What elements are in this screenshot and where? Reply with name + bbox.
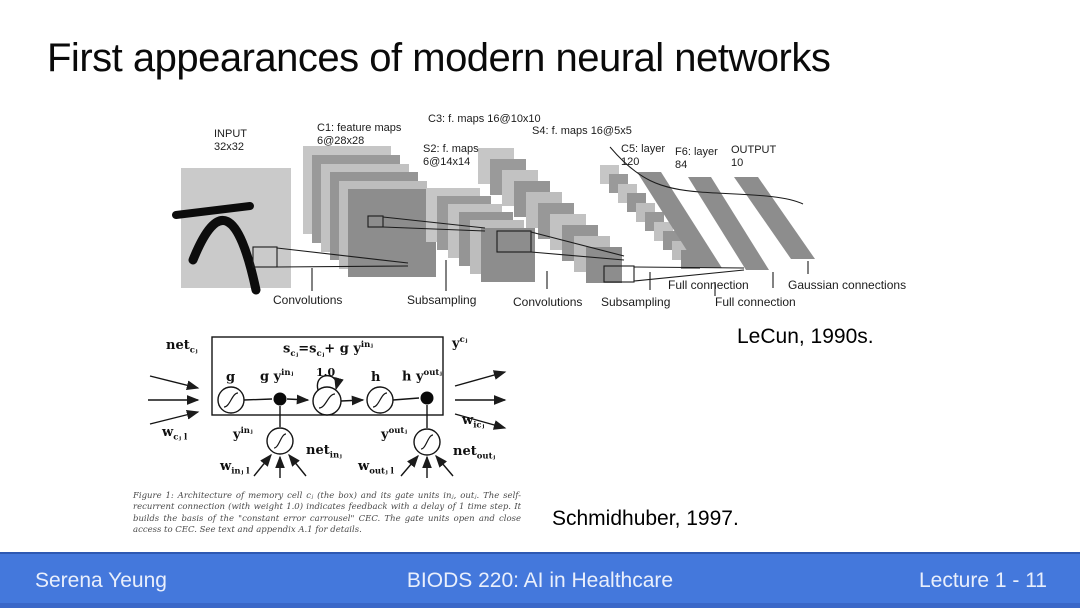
footer-bar: Serena Yeung BIODS 220: AI in Healthcare… xyxy=(0,552,1080,608)
lenet-label-c1: C1: feature maps 6@28x28 xyxy=(317,122,402,148)
lenet-label-s2: S2: f. maps 6@14x14 xyxy=(423,143,479,169)
lstm-label-net-in: netinⱼ xyxy=(306,443,342,461)
lenet-label-f6: F6: layer 84 xyxy=(675,146,718,172)
lstm-label-y-out: youtⱼ xyxy=(381,426,408,443)
lenet-label-input: INPUT 32x32 xyxy=(214,128,247,154)
lenet-receptive-fields xyxy=(252,215,745,283)
lstm-label-net-out: netoutⱼ xyxy=(453,444,496,462)
lenet-label-c5: C5: layer 120 xyxy=(621,143,666,169)
footer-course: BIODS 220: AI in Healthcare xyxy=(406,569,674,592)
lstm-label-w-ic: wicⱼ xyxy=(462,413,485,431)
lstm-label-w-out: woutⱼ l xyxy=(358,459,394,477)
lenet-label-c3: C3: f. maps 16@10x10 xyxy=(428,113,541,125)
lstm-label-h: h xyxy=(371,370,381,385)
lstm-label-h-y-out: h youtⱼ xyxy=(402,368,442,385)
lstm-label-w-in: winⱼ l xyxy=(220,459,250,477)
lstm-citation: Schmidhuber, 1997. xyxy=(552,507,739,530)
lenet-fc-bars xyxy=(637,172,815,270)
lenet-op-gaussian-connections: Gaussian connections xyxy=(788,278,907,292)
lenet-ticks xyxy=(311,260,809,296)
lstm-label-g-y-in: g yinⱼ xyxy=(260,368,294,385)
lenet-op-subsampling-1: Subsampling xyxy=(407,293,477,307)
footer-author: Serena Yeung xyxy=(35,569,167,592)
lenet-label-output: OUTPUT 10 xyxy=(731,144,777,170)
lenet-c1-stack xyxy=(303,146,436,277)
lenet-op-full-connection-1: Full connection xyxy=(668,278,749,292)
lstm-label-loop-weight: 1.0 xyxy=(316,366,336,379)
lenet-citation: LeCun, 1990s. xyxy=(737,325,874,348)
lstm-diagram xyxy=(148,336,507,478)
lstm-label-g: g xyxy=(226,370,236,385)
lenet-input-image xyxy=(172,168,291,295)
lenet-label-s4: S4: f. maps 16@5x5 xyxy=(532,125,632,137)
lenet-op-subsampling-2: Subsampling xyxy=(601,295,671,309)
lenet-brace-curve xyxy=(609,146,804,205)
lenet-c3-stack xyxy=(478,148,622,283)
lenet-op-convolutions-1: Convolutions xyxy=(273,293,343,307)
lstm-label-w-c: wcⱼ l xyxy=(162,425,188,443)
lenet-op-full-connection-2: Full connection xyxy=(715,295,796,309)
lenet-op-convolutions-2: Convolutions xyxy=(513,295,583,309)
lstm-label-y-in: yinⱼ xyxy=(233,426,253,443)
lstm-label-y-c: ycⱼ xyxy=(452,335,468,352)
lenet-diagram xyxy=(172,146,815,296)
lstm-figure-caption: Figure 1: Architecture of memory cell cⱼ… xyxy=(133,491,521,536)
slide-title: First appearances of modern neural netwo… xyxy=(47,36,831,80)
lstm-cell-equation: scⱼ=scⱼ+ g yinⱼ xyxy=(283,340,373,359)
footer-lecture: Lecture 1 - 11 xyxy=(918,569,1047,592)
lstm-label-net-c: netcⱼ xyxy=(166,338,198,356)
